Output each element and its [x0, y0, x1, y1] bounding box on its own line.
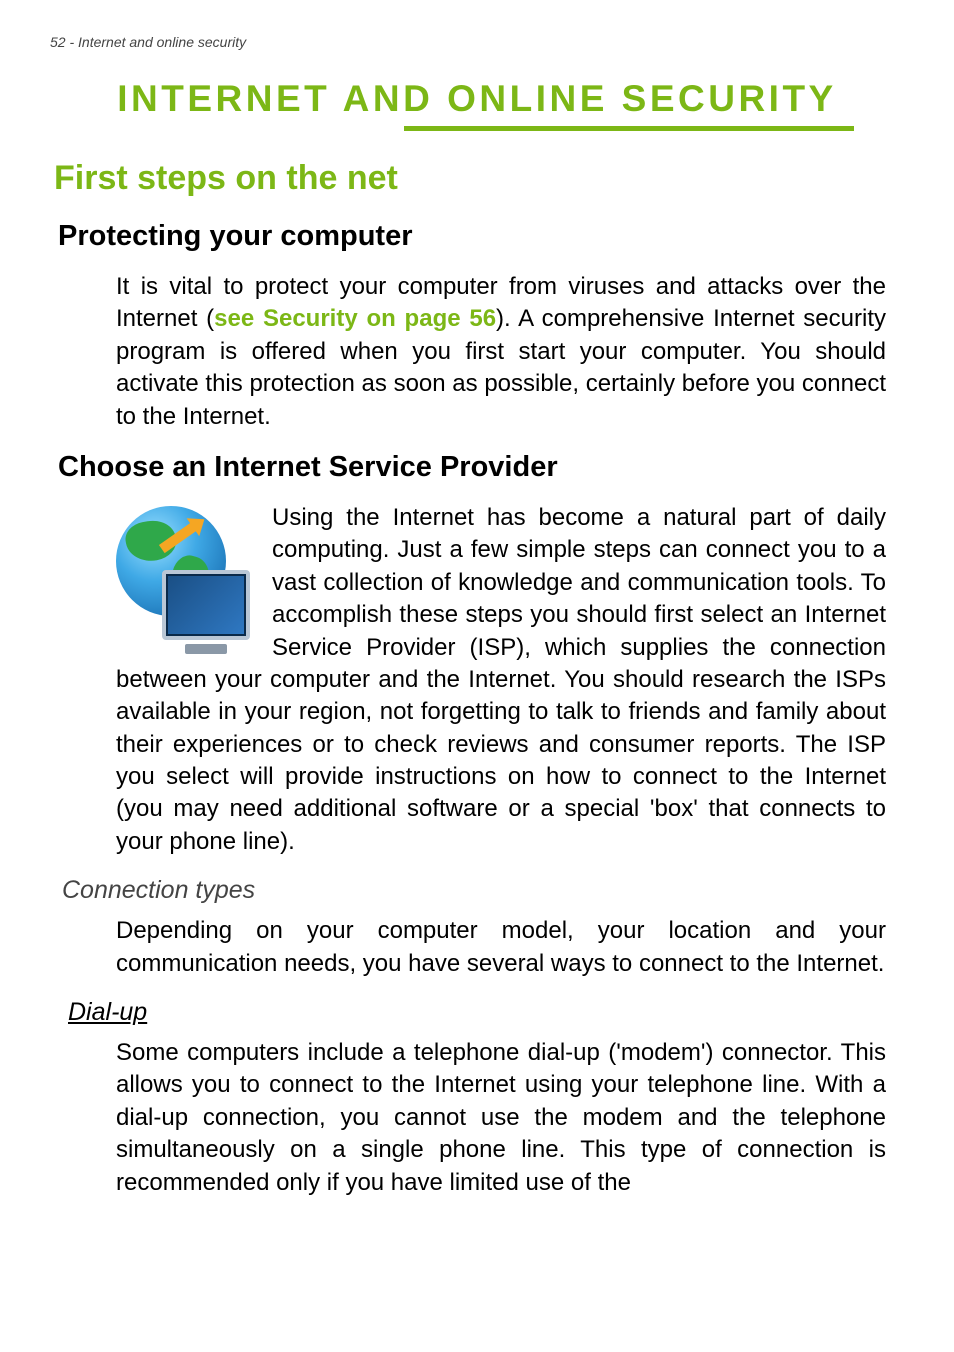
- isp-section: Using the Internet has become a natural …: [116, 502, 886, 858]
- globe-monitor-icon: [116, 506, 254, 654]
- dialup-paragraph: Some computers include a telephone dial-…: [116, 1037, 886, 1199]
- page-header: 52 - Internet and online security: [50, 34, 904, 50]
- heading-isp: Choose an Internet Service Provider: [58, 451, 904, 484]
- heading-connection-types: Connection types: [62, 876, 904, 905]
- heading-protecting: Protecting your computer: [58, 220, 904, 253]
- heading-dialup: Dial-up: [68, 998, 904, 1027]
- security-link[interactable]: see Security on page 56: [214, 305, 496, 332]
- title-block: INTERNET AND ONLINE SECURITY: [50, 78, 904, 131]
- heading-first-steps: First steps on the net: [54, 159, 904, 198]
- main-title: INTERNET AND ONLINE SECURITY: [117, 78, 836, 120]
- title-underline: [404, 126, 854, 131]
- isp-text-a: Using the Internet has become a natural …: [272, 504, 886, 628]
- protecting-paragraph: It is vital to protect your computer fro…: [116, 271, 886, 433]
- isp-text-b: (ISP), which supplies the connection bet…: [116, 634, 886, 855]
- connection-types-paragraph: Depending on your computer model, your l…: [116, 915, 886, 980]
